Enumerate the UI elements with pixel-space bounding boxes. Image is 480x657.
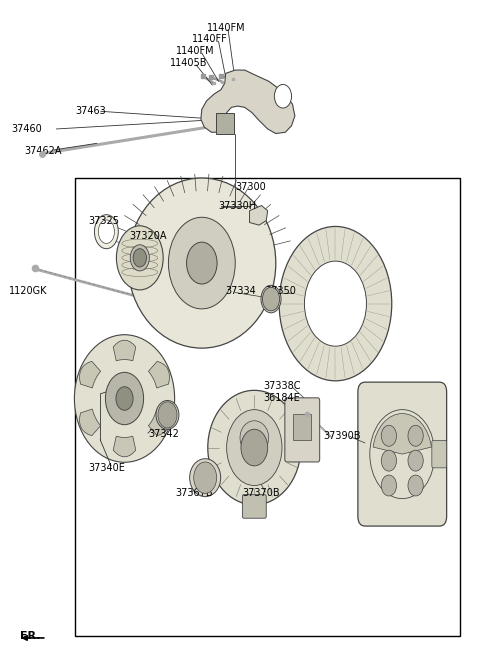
Ellipse shape	[116, 226, 163, 290]
Ellipse shape	[128, 178, 276, 348]
Ellipse shape	[208, 390, 301, 505]
Text: FR.: FR.	[21, 631, 41, 641]
Polygon shape	[80, 409, 101, 436]
Circle shape	[187, 242, 217, 284]
Polygon shape	[250, 206, 268, 225]
Text: 1140FM: 1140FM	[176, 46, 214, 56]
Text: 37390B: 37390B	[324, 432, 361, 442]
Text: 37342: 37342	[148, 430, 179, 440]
Circle shape	[408, 450, 423, 471]
Text: 36184E: 36184E	[263, 393, 300, 403]
Circle shape	[381, 450, 396, 471]
Polygon shape	[80, 361, 101, 388]
Ellipse shape	[261, 285, 281, 313]
Circle shape	[106, 373, 144, 424]
Ellipse shape	[190, 459, 221, 497]
Polygon shape	[113, 436, 136, 457]
Text: 37367B: 37367B	[176, 488, 213, 499]
Bar	[75, 178, 459, 636]
Circle shape	[168, 217, 235, 309]
Ellipse shape	[130, 245, 149, 271]
Circle shape	[263, 287, 280, 311]
Ellipse shape	[74, 334, 175, 463]
Text: 37462A: 37462A	[24, 146, 62, 156]
Polygon shape	[113, 340, 136, 361]
Text: 37320A: 37320A	[129, 231, 167, 241]
Ellipse shape	[98, 220, 115, 244]
Circle shape	[408, 475, 423, 496]
Text: 37463: 37463	[75, 106, 106, 116]
Circle shape	[227, 409, 282, 486]
Text: 37330H: 37330H	[218, 201, 257, 211]
Bar	[293, 413, 311, 440]
Text: 1140FF: 1140FF	[192, 34, 228, 44]
Polygon shape	[201, 70, 295, 133]
Text: 37325: 37325	[88, 215, 119, 225]
FancyBboxPatch shape	[285, 398, 320, 462]
Text: 1140FM: 1140FM	[206, 22, 245, 33]
FancyBboxPatch shape	[358, 382, 446, 526]
Circle shape	[304, 261, 366, 346]
Circle shape	[116, 387, 133, 410]
Text: 37460: 37460	[11, 124, 42, 134]
Circle shape	[158, 402, 177, 428]
Polygon shape	[148, 409, 169, 436]
Circle shape	[279, 227, 392, 381]
Text: 11405B: 11405B	[170, 58, 207, 68]
Text: 37334: 37334	[226, 286, 256, 296]
Text: 37338C: 37338C	[263, 381, 300, 391]
Circle shape	[275, 85, 291, 108]
Ellipse shape	[240, 420, 269, 455]
FancyBboxPatch shape	[432, 440, 446, 468]
FancyBboxPatch shape	[242, 495, 266, 518]
Ellipse shape	[156, 401, 179, 429]
Polygon shape	[148, 361, 169, 388]
Bar	[216, 112, 234, 133]
Ellipse shape	[95, 215, 118, 249]
Circle shape	[381, 475, 396, 496]
Text: 37350: 37350	[265, 286, 296, 296]
Text: 1120GK: 1120GK	[9, 286, 47, 296]
Text: 37370B: 37370B	[242, 488, 280, 499]
Circle shape	[408, 425, 423, 446]
Circle shape	[194, 462, 216, 493]
Circle shape	[381, 425, 396, 446]
Wedge shape	[373, 413, 432, 454]
Circle shape	[241, 429, 268, 466]
Circle shape	[133, 249, 146, 267]
Text: 37300: 37300	[235, 181, 266, 192]
Text: 37340E: 37340E	[89, 463, 126, 473]
